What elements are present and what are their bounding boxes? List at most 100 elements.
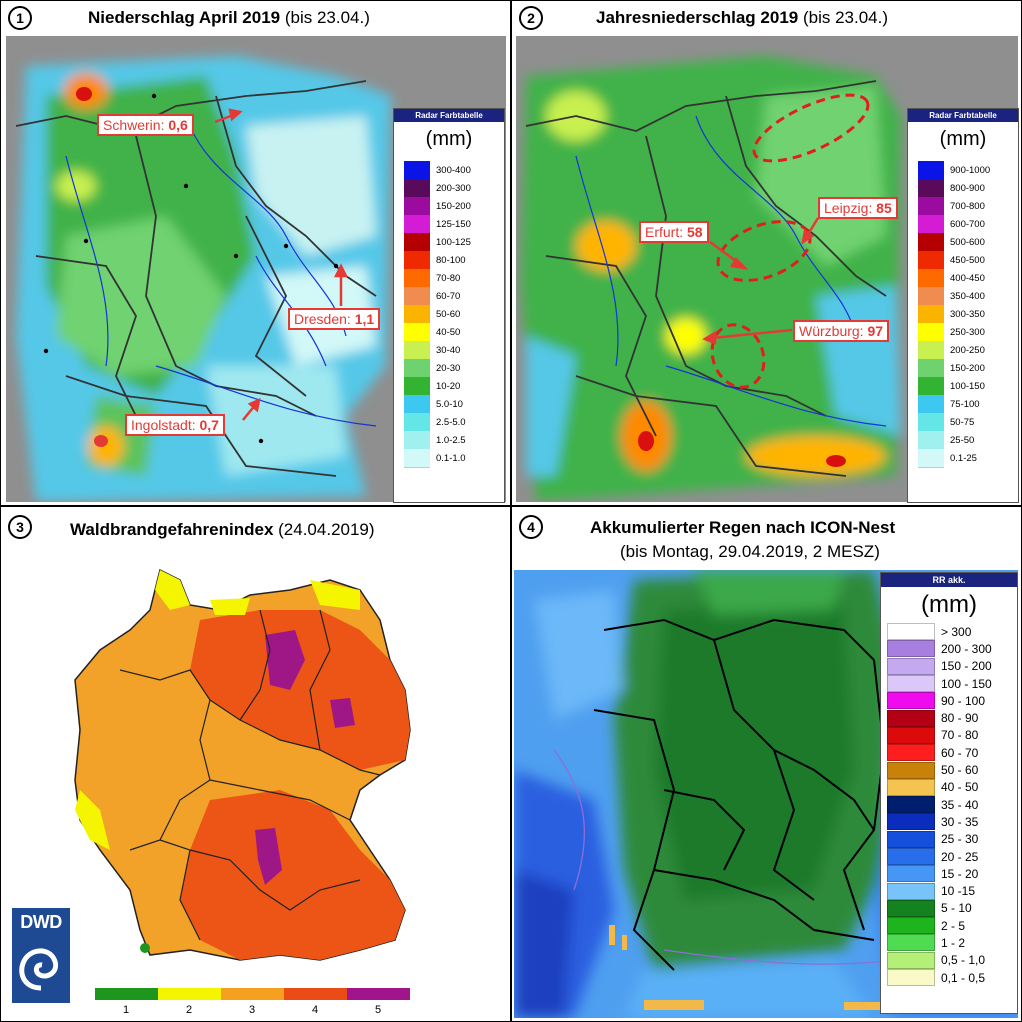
legend-label: 200-250 xyxy=(950,344,985,356)
legend-label: 10 -15 xyxy=(941,884,976,899)
scale-label-3: 3 xyxy=(248,1004,256,1016)
legend-label: 50-75 xyxy=(950,416,975,428)
legend-swatch xyxy=(887,969,935,987)
panel-2-number: 2 xyxy=(519,6,543,30)
panel-4-subtitle: (bis Montag, 29.04.2019, 2 MESZ) xyxy=(620,542,880,561)
panel-1-arrows xyxy=(214,108,349,421)
legend-swatch xyxy=(887,709,935,727)
legend-label: 0,1 - 0,5 xyxy=(941,970,986,985)
panel-3-title-bold: Waldbrandgefahrenindex xyxy=(70,520,274,539)
callout-schwerin: Schwerin: 0,6 xyxy=(97,114,194,136)
legend-label: 900-1000 xyxy=(950,164,991,176)
callout-value: 97 xyxy=(867,323,884,339)
panel-4-legend-header: RR akk. xyxy=(881,573,1017,587)
panel-4-legend-unit: (mm) xyxy=(921,591,977,618)
legend-label: 35 - 40 xyxy=(941,797,979,812)
panel-3-scale: 1 2 3 4 5 xyxy=(95,988,410,1016)
legend-label: 40 - 50 xyxy=(941,780,979,795)
dwd-logo: DWD xyxy=(12,908,70,1003)
callout-value: 0,7 xyxy=(199,417,219,433)
callout-erfurt: Erfurt: 58 xyxy=(639,221,709,243)
legend-entry: 0,1 - 0,5 xyxy=(881,969,1017,987)
legend-label: 80-100 xyxy=(436,254,466,266)
legend-entry: 50 - 60 xyxy=(881,761,1017,779)
panel-2-title-light: (bis 23.04.) xyxy=(802,8,889,27)
panel-1-title: Niederschlag April 2019 (bis 23.04.) xyxy=(88,8,370,28)
panel-3-title-light: (24.04.2019) xyxy=(278,520,375,539)
legend-entry: 25 - 30 xyxy=(881,830,1017,848)
legend-swatch xyxy=(887,934,935,952)
legend-label: 300-350 xyxy=(950,308,985,320)
panel-1-title-bold: Niederschlag April 2019 xyxy=(88,8,281,27)
panel-2-arrows xyxy=(702,217,820,345)
legend-label: 0.1-25 xyxy=(950,452,977,464)
legend-label: 800-900 xyxy=(950,182,985,194)
legend-label: 300-400 xyxy=(436,164,471,176)
legend-label: 250-300 xyxy=(950,326,985,338)
panel-2-legend-items: 900-1000 800-900 700-800 600-700 500-600 450-… xyxy=(908,160,1018,468)
legend-label: 70 - 80 xyxy=(941,728,979,743)
callout-city: Erfurt: xyxy=(645,224,684,240)
legend-label: 2.5-5.0 xyxy=(436,416,466,428)
legend-swatch xyxy=(887,623,935,641)
legend-label: 0,5 - 1,0 xyxy=(941,953,986,968)
scale-seg-4 xyxy=(284,988,347,1000)
panel-1-title-light: (bis 23.04.) xyxy=(284,8,370,27)
panel-1-legend-items: 300-400 200-300 150-200 125-150 100-125 80-10… xyxy=(394,160,504,468)
legend-label: 75-100 xyxy=(950,398,980,410)
legend-swatch xyxy=(404,448,430,468)
legend-swatch xyxy=(918,448,944,468)
legend-label: 450-500 xyxy=(950,254,985,266)
legend-swatch xyxy=(887,657,935,675)
legend-label: 1.0-2.5 xyxy=(436,434,466,446)
legend-label: 200-300 xyxy=(436,182,471,194)
legend-label: 90 - 100 xyxy=(941,693,986,708)
legend-swatch xyxy=(887,951,935,969)
legend-swatch xyxy=(887,778,935,796)
scale-seg-2 xyxy=(158,988,221,1000)
scale-label-5: 5 xyxy=(374,1004,382,1016)
legend-label: 100 - 150 xyxy=(941,676,992,691)
callout-ingolstadt: Ingolstadt: 0,7 xyxy=(125,414,225,436)
callout-dresden: Dresden: 1,1 xyxy=(288,308,381,330)
legend-label: 5.0-10 xyxy=(436,398,463,410)
legend-label: 25 - 30 xyxy=(941,832,979,847)
legend-label: 150 - 200 xyxy=(941,659,992,674)
legend-entry: 60 - 70 xyxy=(881,744,1017,762)
legend-label: > 300 xyxy=(941,624,972,639)
panel-4-number: 4 xyxy=(519,515,543,539)
panel-1-legend-header: Radar Farbtabelle xyxy=(394,109,504,122)
callout-value: 0,6 xyxy=(168,117,188,133)
panel-4-legend-items: > 300 200 - 300 150 - 200 100 - 150 90 - 100… xyxy=(881,623,1017,987)
callout-city: Ingolstadt: xyxy=(131,417,196,433)
legend-swatch xyxy=(887,917,935,935)
scale-label-1: 1 xyxy=(122,1004,130,1016)
legend-swatch xyxy=(887,675,935,693)
legend-entry: 0.1-25 xyxy=(908,448,1018,468)
legend-label: 600-700 xyxy=(950,218,985,230)
legend-label: 1 - 2 xyxy=(941,935,966,950)
legend-entry: 15 - 20 xyxy=(881,865,1017,883)
scale-seg-3 xyxy=(221,988,284,1000)
legend-label: 5 - 10 xyxy=(941,901,972,916)
legend-entry: 80 - 90 xyxy=(881,709,1017,727)
callout-wuerzburg: Würzburg: 97 xyxy=(793,320,890,342)
legend-label: 400-450 xyxy=(950,272,985,284)
legend-entry: 20 - 25 xyxy=(881,848,1017,865)
legend-label: 50 - 60 xyxy=(941,763,979,778)
legend-swatch xyxy=(887,726,935,744)
legend-entry: 10 -15 xyxy=(881,882,1017,900)
panel-1-number: 1 xyxy=(8,6,32,30)
scale-label-4: 4 xyxy=(311,1004,319,1016)
legend-label: 80 - 90 xyxy=(941,711,979,726)
panel-3-title: Waldbrandgefahrenindex (24.04.2019) xyxy=(70,520,375,540)
legend-label: 30 - 35 xyxy=(941,814,979,829)
panel-2-legend-unit: (mm) xyxy=(939,128,987,150)
legend-label: 20-30 xyxy=(436,362,461,374)
legend-label: 10-20 xyxy=(436,380,461,392)
legend-swatch xyxy=(887,640,935,658)
horizontal-divider xyxy=(0,505,1022,507)
legend-entry: 0,5 - 1,0 xyxy=(881,951,1017,969)
legend-entry: 100 - 150 xyxy=(881,675,1017,693)
legend-label: 30-40 xyxy=(436,344,461,356)
